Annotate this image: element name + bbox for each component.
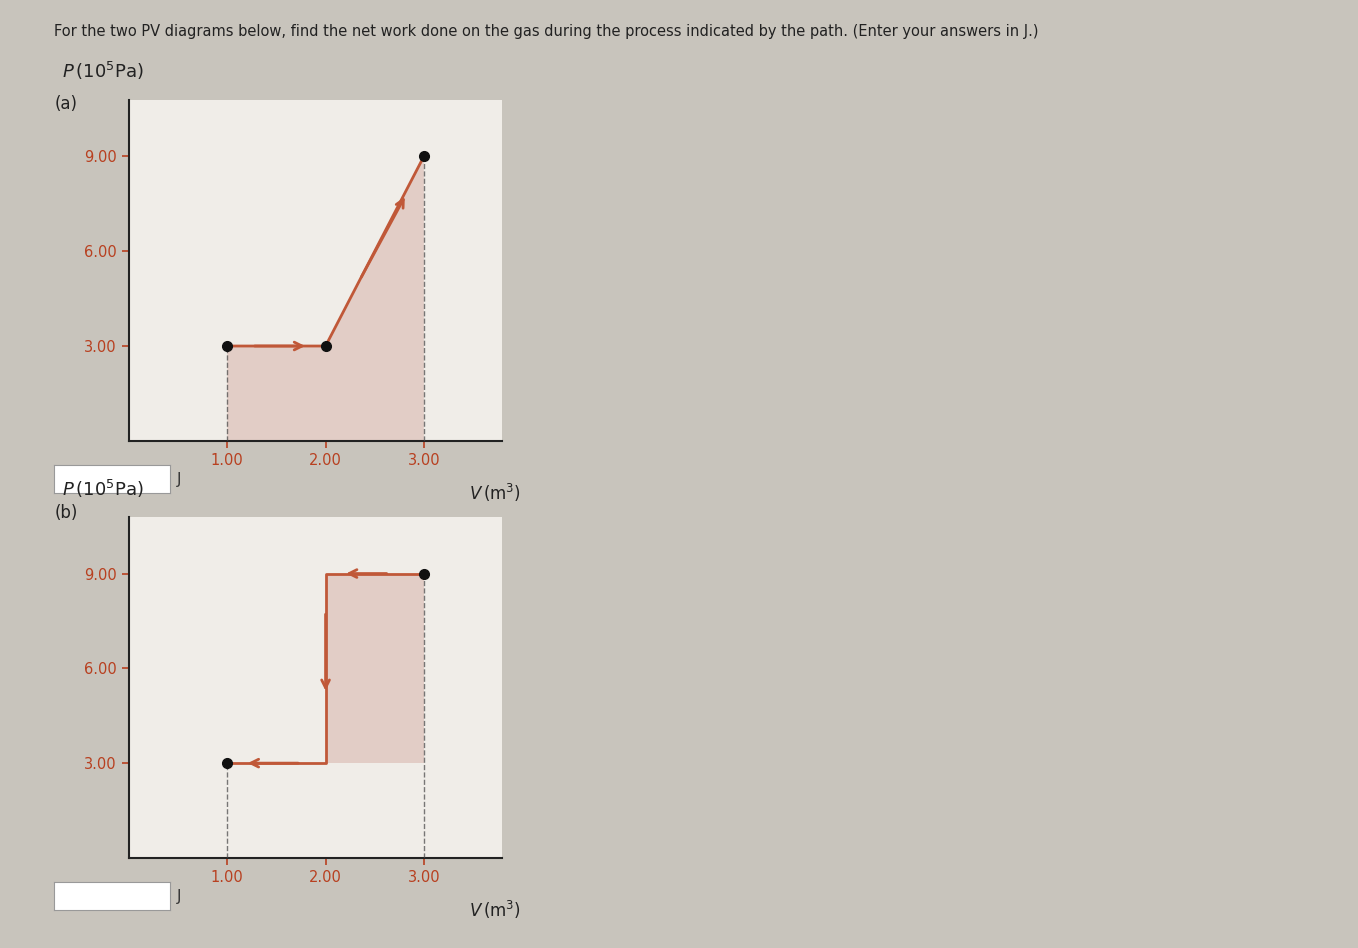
Text: For the two PV diagrams below, find the net work done on the gas during the proc: For the two PV diagrams below, find the … <box>54 24 1039 39</box>
Text: $P\,(10^5\mathrm{Pa})$: $P\,(10^5\mathrm{Pa})$ <box>62 478 144 500</box>
Text: J: J <box>177 472 181 487</box>
Text: J: J <box>177 889 181 904</box>
Text: $P\,(10^5\mathrm{Pa})$: $P\,(10^5\mathrm{Pa})$ <box>62 61 144 82</box>
Text: $V\,(\mathrm{m}^3)$: $V\,(\mathrm{m}^3)$ <box>470 482 521 504</box>
Text: $V\,(\mathrm{m}^3)$: $V\,(\mathrm{m}^3)$ <box>470 899 521 921</box>
Text: (b): (b) <box>54 504 77 522</box>
Text: (a): (a) <box>54 95 77 113</box>
Polygon shape <box>227 156 424 441</box>
Polygon shape <box>326 574 424 763</box>
